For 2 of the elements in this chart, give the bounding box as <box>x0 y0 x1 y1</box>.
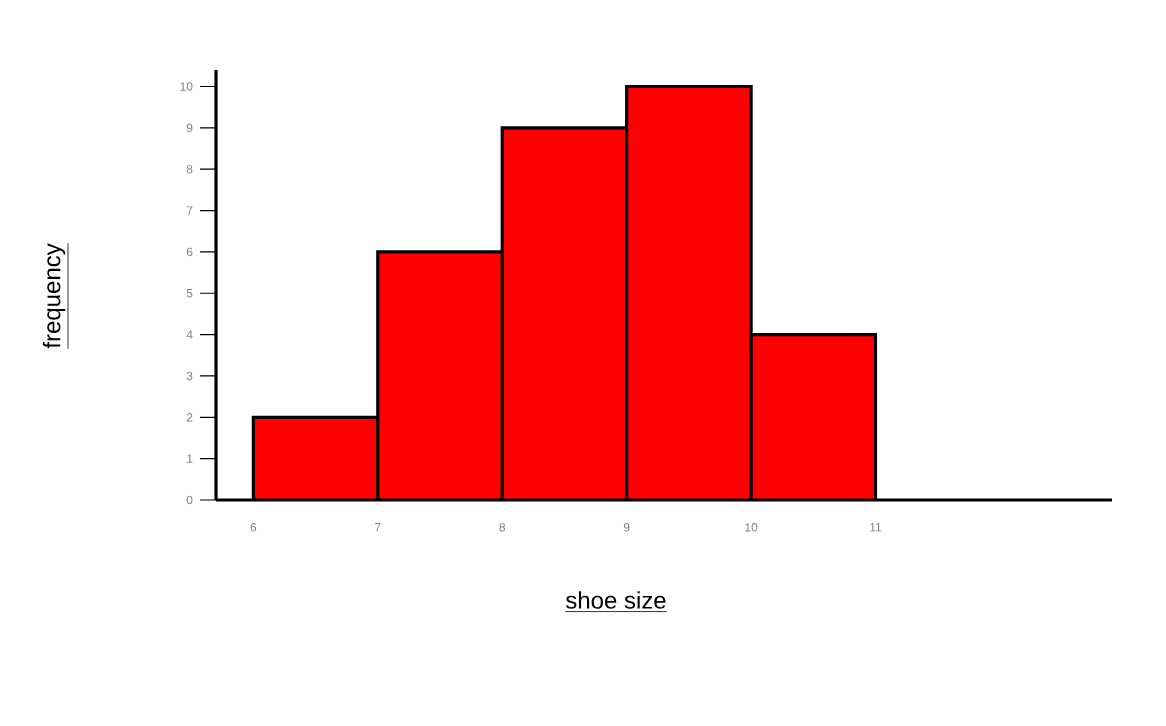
x-axis-title: shoe size <box>565 591 666 609</box>
y-axis-title: frequency <box>42 243 66 349</box>
